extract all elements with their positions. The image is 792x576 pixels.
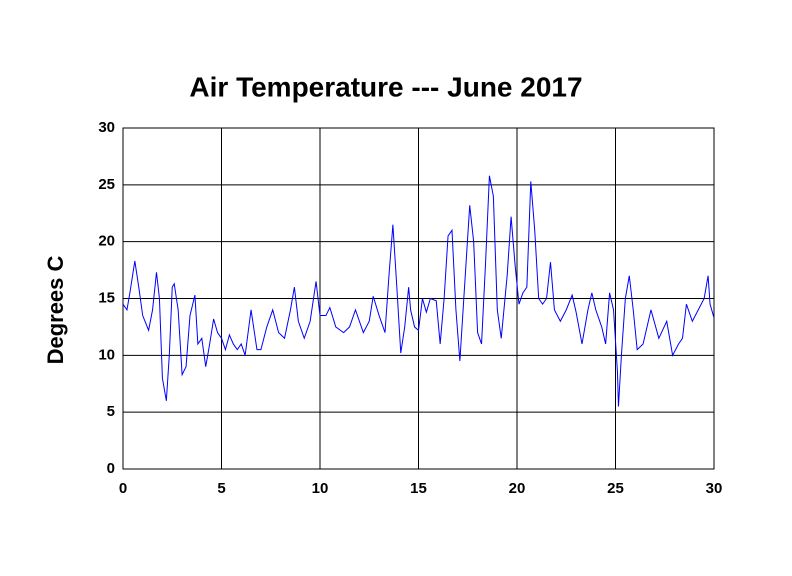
y-tick-label: 25 bbox=[98, 176, 115, 193]
y-tick-label: 10 bbox=[98, 346, 115, 363]
y-tick-label: 15 bbox=[98, 289, 115, 306]
x-tick-label: 10 bbox=[312, 480, 329, 497]
y-tick-label: 20 bbox=[98, 233, 115, 250]
line-series bbox=[122, 175, 715, 407]
y-tick-label: 30 bbox=[98, 119, 115, 136]
y-tick-label: 5 bbox=[107, 403, 115, 420]
x-tick-label: 30 bbox=[706, 480, 723, 497]
x-tick-label: 15 bbox=[410, 480, 427, 497]
chart-title: Air Temperature --- June 2017 bbox=[189, 71, 582, 102]
plot-frame bbox=[122, 127, 715, 470]
x-tick-label: 0 bbox=[119, 480, 127, 497]
y-tick-label: 0 bbox=[107, 460, 115, 477]
x-tick-label: 5 bbox=[217, 480, 225, 497]
x-tick-label: 20 bbox=[509, 480, 526, 497]
x-tick-label: 25 bbox=[607, 480, 624, 497]
y-axis-label: Degrees C bbox=[43, 255, 68, 364]
